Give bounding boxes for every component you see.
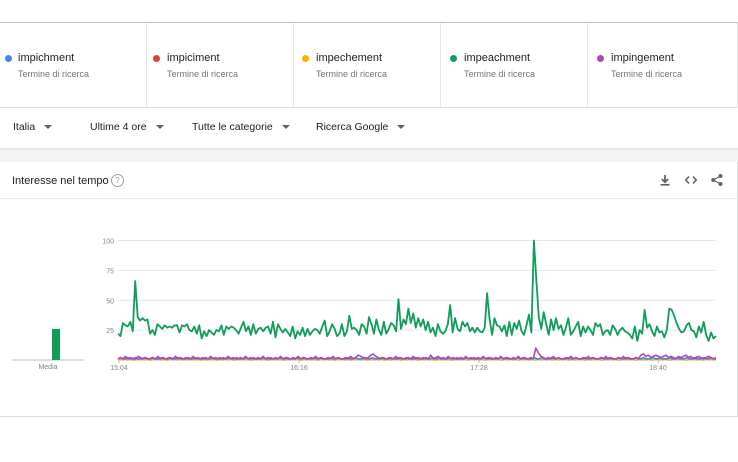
term-name: impingement (611, 52, 674, 64)
series-line-impeachment (117, 239, 717, 342)
average-bar-impeachment (52, 328, 60, 360)
region-dropdown[interactable]: Italia (13, 121, 53, 133)
card-title: Interesse nel tempo (12, 175, 109, 187)
term-card-impiciment[interactable]: impiciment Termine di ricerca (147, 23, 294, 107)
comparison-terms-bar: impichment Termine di ricerca impiciment… (0, 23, 738, 108)
y-tick-label: 100 (102, 239, 114, 246)
time-range-dropdown[interactable]: Ultime 4 ore (90, 121, 164, 133)
search-property-value: Ricerca Google (316, 121, 389, 133)
interest-over-time-card: Interesse nel tempo ? 25 50 75 100 15:04 16:1… (0, 162, 738, 417)
y-tick-label: 50 (106, 298, 114, 305)
chevron-down-icon (397, 125, 406, 130)
term-type: Termine di ricerca (464, 69, 536, 79)
term-name: impichment (18, 52, 75, 64)
time-range-value: Ultime 4 ore (90, 121, 147, 133)
chevron-down-icon (281, 125, 290, 130)
term-type: Termine di ricerca (316, 69, 388, 79)
x-tick-label: 18:40 (649, 365, 667, 372)
y-tick-label: 75 (106, 268, 114, 275)
share-icon[interactable] (710, 173, 724, 187)
term-card-impichment[interactable]: impichment Termine di ricerca (0, 23, 147, 107)
help-icon[interactable]: ? (111, 174, 124, 187)
term-type: Termine di ricerca (18, 69, 90, 79)
x-tick-label: 15:04 (110, 365, 128, 372)
x-tick-label: 17:28 (470, 365, 488, 372)
embed-icon[interactable] (684, 173, 698, 187)
x-tick-label: 16:16 (290, 365, 308, 372)
series-color-dot (302, 55, 309, 62)
search-property-dropdown[interactable]: Ricerca Google (316, 121, 406, 133)
region-value: Italia (13, 121, 36, 133)
category-dropdown[interactable]: Tutte le categorie (192, 121, 290, 133)
filters-bar: Italia Ultime 4 ore Tutte le categorie R… (0, 108, 738, 150)
chevron-down-icon (44, 125, 53, 130)
chevron-down-icon (155, 125, 164, 130)
section-gap (0, 150, 738, 162)
card-header: Interesse nel tempo ? (0, 162, 737, 199)
average-label: Media (38, 364, 57, 371)
y-tick-label: 25 (106, 328, 114, 335)
series-color-dot (450, 55, 457, 62)
category-value: Tutte le categorie (192, 121, 273, 133)
term-type: Termine di ricerca (611, 69, 683, 79)
term-name: impeachment (464, 52, 531, 64)
term-card-impeachment[interactable]: impeachment Termine di ricerca (441, 23, 588, 107)
term-name: impechement (316, 52, 383, 64)
top-divider (0, 22, 738, 23)
series-color-dot (597, 55, 604, 62)
series-color-dot (5, 55, 12, 62)
term-card-impechement[interactable]: impechement Termine di ricerca (294, 23, 441, 107)
series-line-impingement (117, 347, 717, 360)
series-color-dot (153, 55, 160, 62)
download-icon[interactable] (658, 173, 672, 187)
term-name: impiciment (167, 52, 220, 64)
interest-chart: 25 50 75 100 15:04 16:16 17:28 18:40 Media (12, 239, 717, 372)
term-card-impingement[interactable]: impingement Termine di ricerca (588, 23, 738, 107)
term-type: Termine di ricerca (167, 69, 239, 79)
